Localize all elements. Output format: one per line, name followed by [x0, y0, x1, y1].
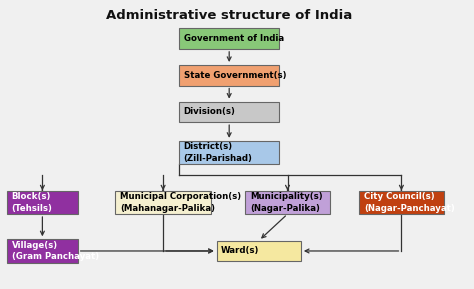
FancyBboxPatch shape	[115, 190, 211, 214]
FancyBboxPatch shape	[7, 239, 78, 263]
Text: Municipality(s)
(Nagar-Palika): Municipality(s) (Nagar-Palika)	[250, 192, 322, 212]
Text: Ward(s): Ward(s)	[221, 247, 260, 255]
FancyBboxPatch shape	[359, 190, 444, 214]
FancyBboxPatch shape	[217, 241, 301, 261]
Text: State Government(s): State Government(s)	[183, 71, 286, 80]
Text: Administrative structure of India: Administrative structure of India	[106, 9, 352, 22]
FancyBboxPatch shape	[179, 101, 279, 122]
FancyBboxPatch shape	[246, 190, 329, 214]
Text: Block(s)
(Tehsils): Block(s) (Tehsils)	[12, 192, 53, 212]
Text: District(s)
(Zill-Parishad): District(s) (Zill-Parishad)	[183, 142, 253, 163]
FancyBboxPatch shape	[7, 190, 78, 214]
Text: Government of India: Government of India	[183, 34, 284, 43]
FancyBboxPatch shape	[179, 65, 279, 86]
Text: Municipal Corporation(s)
(Mahanagar-Palika): Municipal Corporation(s) (Mahanagar-Pali…	[120, 192, 241, 212]
Text: City Council(s)
(Nagar-Panchayat): City Council(s) (Nagar-Panchayat)	[364, 192, 455, 212]
Text: Division(s): Division(s)	[183, 108, 236, 116]
FancyBboxPatch shape	[179, 141, 279, 164]
Text: Village(s)
(Gram Panchayat): Village(s) (Gram Panchayat)	[12, 241, 99, 261]
FancyBboxPatch shape	[179, 28, 279, 49]
